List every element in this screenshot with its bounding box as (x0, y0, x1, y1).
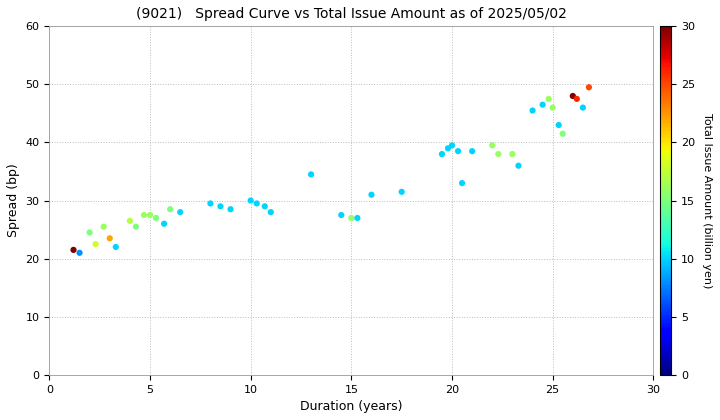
Point (537, 101, 549, 108)
Point (305, 171, 317, 178)
Point (527, 107, 539, 114)
Point (351, 215, 363, 221)
Point (507, 151, 518, 158)
Point (547, 104, 559, 111)
Point (245, 197, 256, 204)
Point (553, 122, 564, 129)
Point (567, 93, 579, 100)
Point (90, 241, 102, 247)
Y-axis label: Spread (bp): Spread (bp) (7, 164, 20, 237)
Point (452, 148, 464, 155)
Point (68, 247, 79, 253)
Title: (9021)   Spread Curve vs Total Issue Amount as of 2025/05/02: (9021) Spread Curve vs Total Issue Amoun… (136, 7, 567, 21)
Point (487, 142, 498, 149)
Point (366, 192, 377, 198)
Point (557, 130, 569, 137)
Point (456, 180, 468, 186)
Point (436, 151, 448, 158)
Point (84, 229, 95, 236)
X-axis label: Duration (years): Duration (years) (300, 400, 402, 413)
Point (583, 84, 595, 91)
Point (467, 148, 478, 155)
Point (446, 142, 458, 149)
Point (164, 206, 176, 213)
Point (442, 145, 454, 152)
Point (259, 203, 271, 210)
Point (110, 244, 122, 250)
Point (104, 235, 115, 242)
Point (396, 189, 408, 195)
Point (98, 223, 109, 230)
Point (174, 209, 186, 215)
Point (251, 200, 263, 207)
Point (124, 218, 135, 224)
Y-axis label: Total Issue Amount (billion yen): Total Issue Amount (billion yen) (702, 113, 712, 288)
Point (144, 212, 156, 218)
Point (138, 212, 150, 218)
Point (492, 151, 504, 158)
Point (130, 223, 142, 230)
Point (204, 200, 216, 207)
Point (158, 220, 170, 227)
Point (225, 206, 236, 213)
Point (336, 212, 347, 218)
Point (265, 209, 276, 215)
Point (571, 95, 582, 102)
Point (215, 203, 226, 210)
Point (346, 215, 357, 221)
Point (543, 95, 554, 102)
Point (150, 215, 162, 221)
Point (73, 249, 85, 256)
Point (513, 162, 524, 169)
Point (577, 104, 589, 111)
